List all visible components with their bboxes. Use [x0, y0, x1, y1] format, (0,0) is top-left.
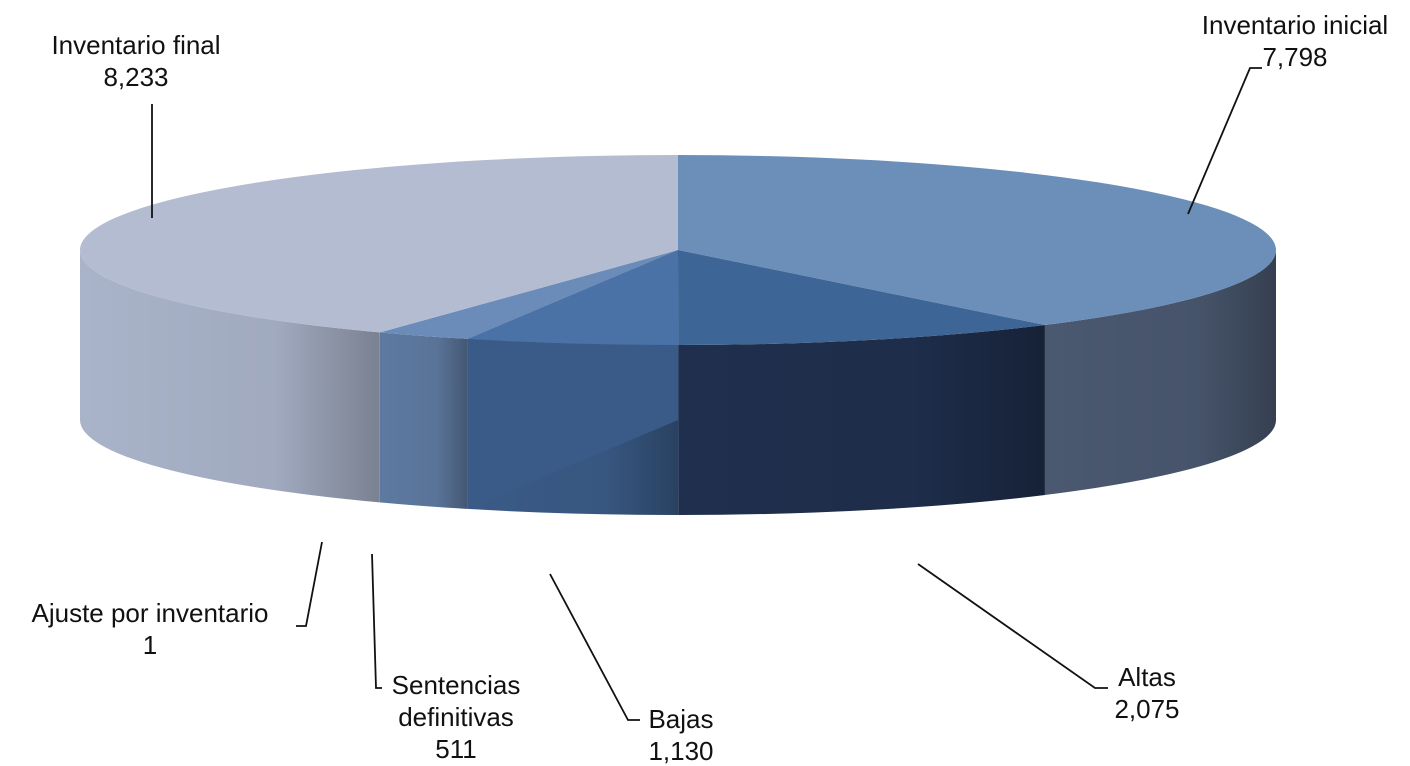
pie-side-inventario-final-shade [80, 250, 380, 503]
data-label-bajas: Bajas 1,130 [648, 704, 713, 766]
pie-slice-altas [678, 250, 1045, 345]
data-label-ajuste-por-inventario: Ajuste por inventario 1 [31, 598, 268, 660]
data-label-value: 7,798 [1262, 42, 1327, 72]
data-label-inventario-final: Inventario final 8,233 [51, 30, 220, 92]
leader-line-sentencias-definitivas [371, 553, 382, 689]
data-label-name: Sentencias [392, 670, 521, 700]
data-label-value: 2,075 [1114, 694, 1179, 724]
pie-slice-bajas [467, 250, 679, 345]
data-label-name: Inventario inicial [1202, 10, 1388, 40]
data-label-name: Inventario final [51, 30, 220, 60]
data-label-value: 511 [435, 734, 476, 764]
data-label-value: 1 [143, 630, 157, 660]
pie-side-altas-shade [678, 325, 1045, 515]
pie-tops [79, 155, 1277, 345]
pie-side-sentencias-definitivas-shade [379, 332, 468, 509]
leader-line-ajuste-por-inventario [296, 541, 323, 627]
leader-line-bajas [549, 573, 640, 721]
data-label-inventario-inicial: Inventario inicial 7,798 [1202, 10, 1388, 72]
leader-line-altas [917, 563, 1108, 689]
data-label-name: Altas [1118, 662, 1176, 692]
leader-line-inventario-inicial [1187, 67, 1262, 215]
data-label-sentencias-definitivas: Sentencias definitivas 511 [392, 670, 521, 764]
data-labels: Inventario inicial 7,798 Altas 2,075 Bajas 1,… [31, 10, 1388, 766]
pie-slice-inventario-final [79, 155, 678, 333]
data-label-name: definitivas [398, 702, 514, 732]
pie-slice-sentencias-definitivas [379, 250, 678, 339]
pie-slice-inventario-inicial [678, 155, 1277, 326]
data-label-value: 8,233 [103, 62, 168, 92]
data-label-value: 1,130 [648, 736, 713, 766]
data-label-altas: Altas 2,075 [1114, 662, 1179, 724]
data-label-name: Bajas [648, 704, 713, 734]
data-label-name: Ajuste por inventario [31, 598, 268, 628]
pie-side-inventario-inicial-shade [1044, 250, 1276, 496]
pie-slice-ajuste-por-inventario [379, 250, 678, 333]
leader-lines [151, 67, 1262, 721]
